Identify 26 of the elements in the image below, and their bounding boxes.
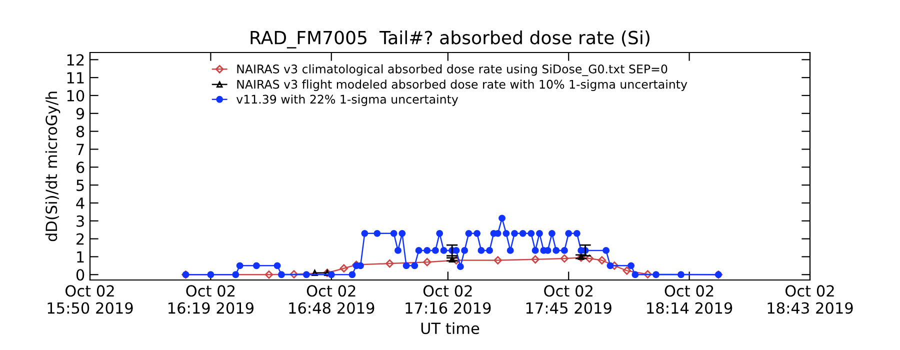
x-axis-title: UT time <box>421 322 480 334</box>
x-tick-label: Oct 02 16:48 2019 <box>289 285 374 314</box>
y-tick-label: 12 <box>67 54 84 66</box>
y-tick-label: 9 <box>76 108 84 120</box>
legend-label: v11.39 with 22% 1-sigma uncertainty <box>236 94 458 106</box>
y-axis-title: dD(Si)/dt microGy/h <box>45 92 60 242</box>
legend-label: NAIRAS v3 flight modeled absorbed dose rate with 10% 1-sigma uncertainty <box>237 80 688 92</box>
x-tick-label: Oct 02 15:50 2019 <box>48 285 133 314</box>
chart-title: RAD_FM7005 Tail#? absorbed dose rate (Si) <box>250 30 650 48</box>
x-tick-label: Oct 02 17:45 2019 <box>526 285 612 314</box>
x-tick-label: Oct 02 18:14 2019 <box>647 285 732 314</box>
x-tick-label: Oct 02 17:16 2019 <box>406 285 491 314</box>
x-tick-label: Oct 02 16:19 2019 <box>168 285 254 314</box>
y-tick-label: 11 <box>67 72 84 84</box>
x-tick-label: Oct 02 18:43 2019 <box>768 285 853 314</box>
y-tick-label: 1 <box>77 251 84 263</box>
y-tick-label: 0 <box>76 269 84 281</box>
y-tick-label: 4 <box>76 198 84 209</box>
y-tick-label: 3 <box>76 215 84 227</box>
y-tick-label: 10 <box>67 90 84 102</box>
y-tick-label: 8 <box>76 126 84 138</box>
legend-label: NAIRAS v3 climatological absorbed dose rate using SiDose_G0.txt SEP=0 <box>237 64 668 76</box>
y-tick-label: 2 <box>76 233 84 245</box>
y-tick-label: 7 <box>76 144 84 156</box>
y-tick-label: 5 <box>76 180 84 192</box>
y-tick-label: 6 <box>76 162 84 174</box>
